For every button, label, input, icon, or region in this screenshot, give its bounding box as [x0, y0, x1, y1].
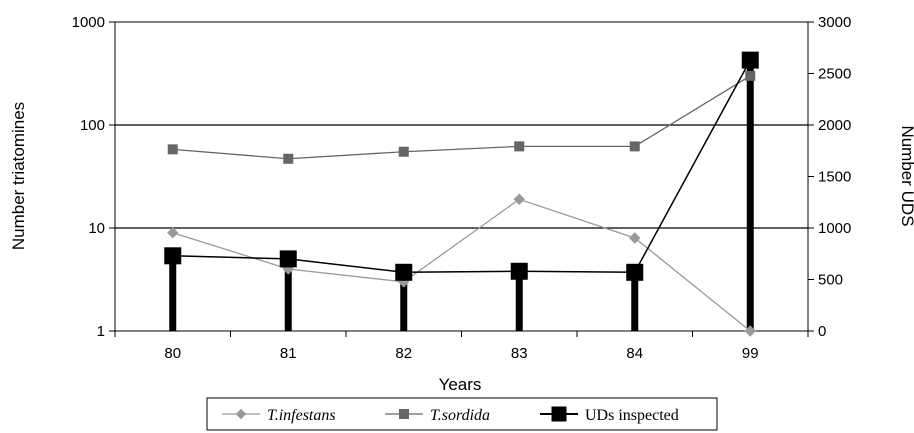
legend-box [206, 397, 718, 431]
series-markers [164, 51, 759, 337]
left-tick-label: 1 [97, 323, 105, 340]
x-tick-label: 99 [742, 345, 759, 362]
data-point [629, 232, 641, 244]
right-tick-label: 0 [818, 323, 826, 340]
legend-swatch-marker [399, 409, 409, 419]
plot-area [114, 21, 809, 332]
x-tick-label: 84 [626, 345, 643, 362]
legend: T.infestans T.sordida UDs inspected [206, 397, 718, 431]
data-point [745, 70, 756, 81]
data-point [164, 247, 182, 265]
right-tick-label: 500 [818, 272, 843, 289]
data-point [744, 325, 756, 337]
uds-bars [169, 60, 754, 331]
right-tick-label: 1500 [818, 169, 851, 186]
data-point [741, 51, 759, 69]
data-point [279, 250, 297, 268]
data-point [167, 144, 178, 155]
left-tick-label: 100 [80, 117, 105, 134]
left-axis-ticks: 1 10 100 1000 [72, 14, 115, 340]
data-point [283, 153, 294, 164]
left-tick-label: 10 [88, 220, 105, 237]
data-point [395, 263, 413, 281]
legend-swatch-marker [551, 406, 567, 422]
gridlines [115, 124, 808, 229]
legend-label: T.infestans [267, 407, 336, 424]
y-axis-title: Number triatomines [9, 102, 28, 250]
data-point [167, 227, 179, 239]
data-point [514, 141, 525, 152]
right-axis-ticks: 0 500 1000 1500 2000 2500 3000 [808, 14, 851, 340]
left-tick-label: 1000 [72, 14, 105, 31]
data-point [626, 263, 644, 281]
y2-axis-title: Number UDS [898, 125, 914, 226]
series-line [172, 75, 751, 160]
data-point [629, 141, 640, 152]
legend-swatch-marker [235, 408, 247, 420]
x-axis-ticks: 80 81 82 83 84 99 [114, 331, 809, 362]
x-tick-label: 80 [164, 345, 181, 362]
x-axis-title: Years [439, 375, 482, 394]
right-tick-label: 1000 [818, 220, 851, 237]
data-point [398, 146, 409, 157]
data-point [510, 262, 528, 280]
series-line [172, 59, 751, 274]
right-tick-label: 2000 [818, 117, 851, 134]
data-point [513, 193, 525, 205]
right-tick-label: 2500 [818, 66, 851, 83]
series-line [172, 198, 751, 332]
x-tick-label: 83 [511, 345, 528, 362]
legend-label: UDs inspected [585, 407, 679, 424]
x-tick-label: 82 [395, 345, 412, 362]
legend-label: T.sordida [430, 407, 490, 424]
right-tick-label: 3000 [818, 14, 851, 31]
x-tick-label: 81 [280, 345, 297, 362]
series-lines [172, 59, 751, 332]
